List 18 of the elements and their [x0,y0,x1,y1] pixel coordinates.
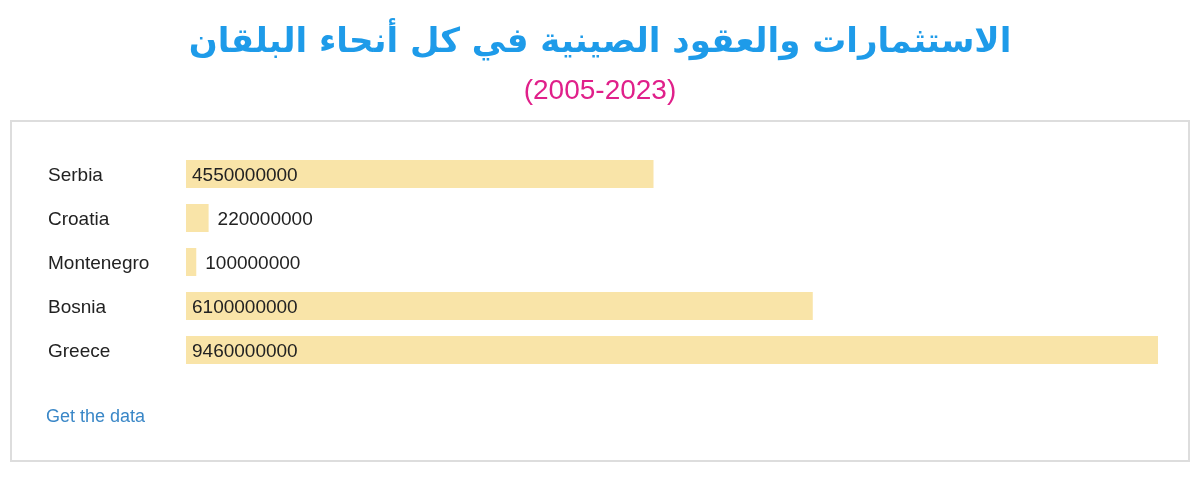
bar [186,160,654,188]
text: Get the data [46,406,146,426]
bar [186,336,1158,364]
bar [186,204,209,232]
data-label: 100000000 [205,251,301,273]
data-label: 220000000 [217,207,313,229]
y-tick-label: Montenegro [48,251,150,273]
bar [186,292,813,320]
y-tick-label: Bosnia [48,295,107,317]
data-label: 9460000000 [192,339,298,361]
y-tick-label: Croatia [48,207,110,229]
chart-subtitle: (2005-2023) [522,74,678,106]
data-label: 6100000000 [192,295,298,317]
chart-title: الاستثمارات والعقود الصينية في كل أنحاء البلقان [187,20,1013,60]
bar [186,248,197,276]
y-tick-label: Serbia [48,163,104,185]
y-tick-label: Greece [48,339,111,361]
data-label: 4550000000 [192,163,298,185]
